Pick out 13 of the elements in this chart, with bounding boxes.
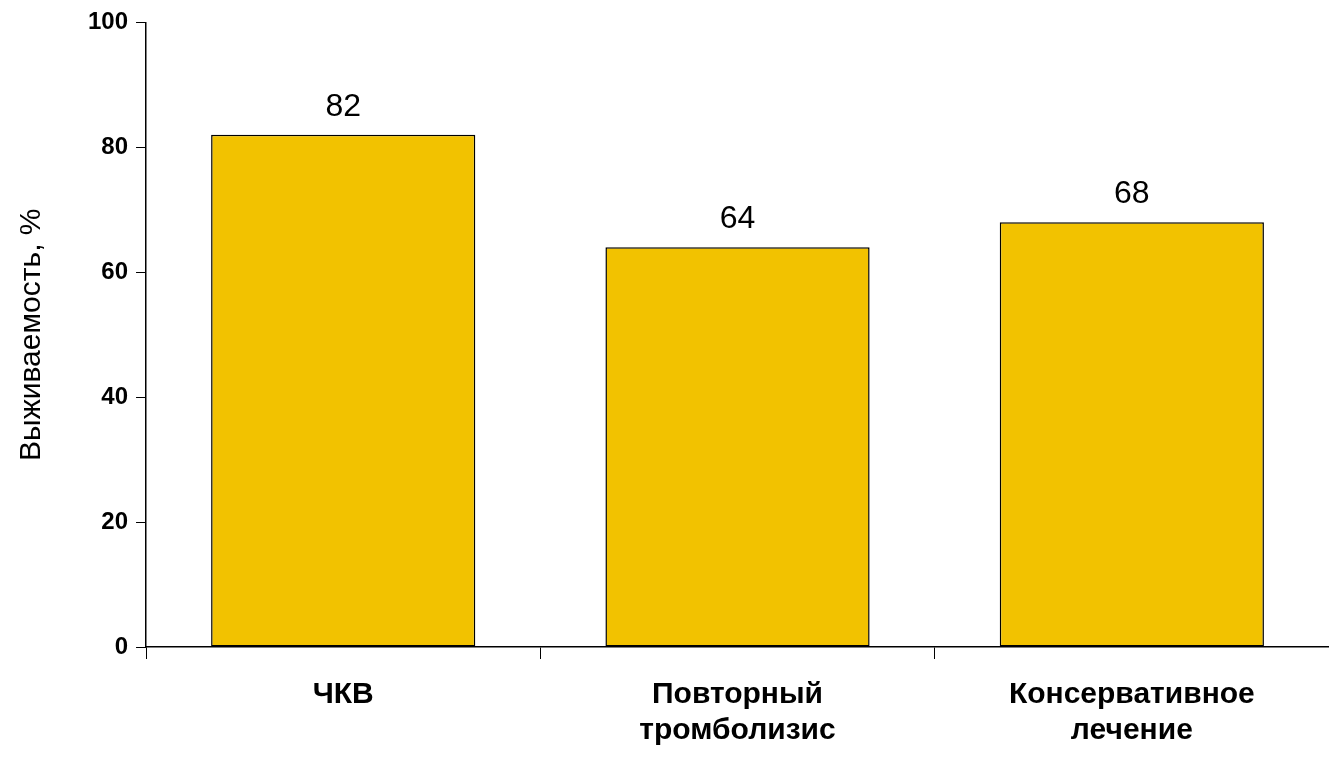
y-tick-label: 100 [88,7,129,35]
data-label: 82 [325,86,361,123]
data-label: 68 [1114,174,1150,211]
x-tick-label: Консервативное лечение [1008,676,1255,746]
data-label: 64 [719,199,756,236]
y-tick-label: 40 [101,381,129,409]
x-tick-label: Повторный тромболизис [639,676,836,746]
y-tick-label: 80 [101,131,129,159]
y-axis-title: Выживаемость, % [13,208,47,461]
y-tick-label: 20 [101,506,129,534]
x-tick-label: ЧКВ [312,676,374,710]
y-tick-label: 60 [101,256,129,284]
y-tick-label: 0 [114,631,129,659]
